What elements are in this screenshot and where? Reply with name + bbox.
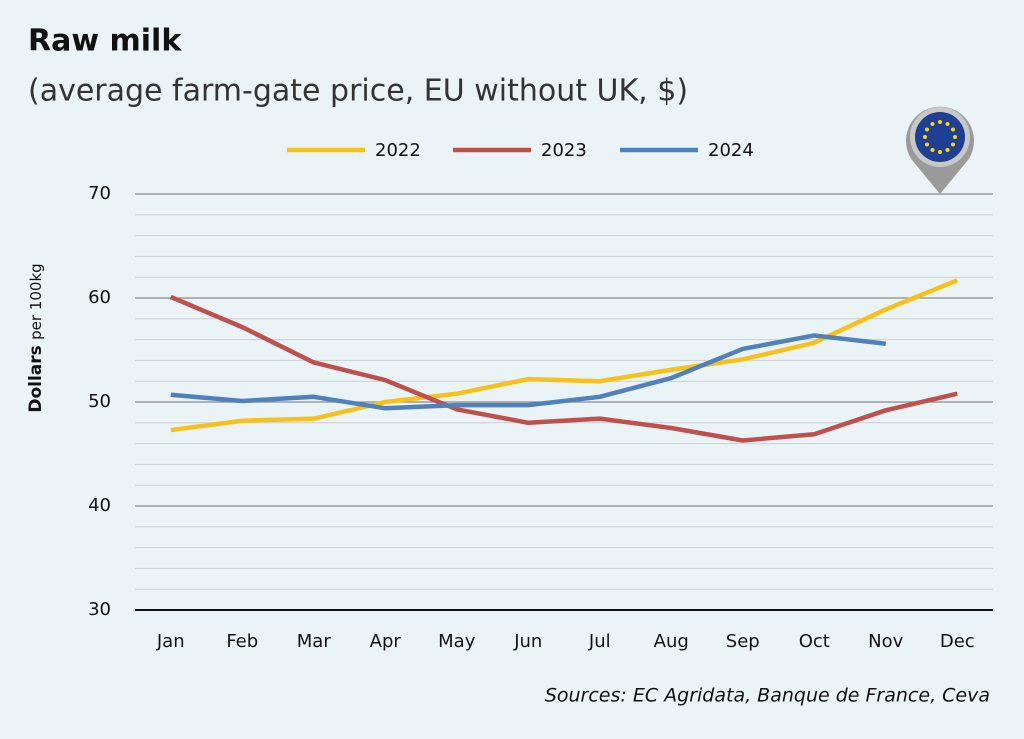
x-tick-label: Jun (513, 631, 542, 652)
legend-label: 2024 (708, 140, 754, 161)
y-tick-label: 70 (88, 183, 111, 204)
x-tick-label: Mar (297, 631, 332, 652)
chart-subtitle: (average farm-gate price, EU without UK,… (28, 74, 688, 109)
chart-title: Raw milk (28, 24, 182, 59)
x-tick-label: May (438, 631, 476, 652)
y-tick-label: 50 (88, 391, 111, 412)
eu-pin-icon (906, 106, 975, 194)
x-tick-label: Sep (726, 631, 760, 652)
y-label-bold: Dollars (26, 345, 46, 412)
legend-label: 2023 (541, 140, 587, 161)
y-tick-label: 60 (88, 287, 111, 308)
x-tick-label: Nov (868, 631, 903, 652)
y-tick-label: 40 (88, 495, 111, 516)
x-tick-label: Apr (370, 631, 402, 652)
legend-label: 2022 (375, 140, 421, 161)
x-tick-label: Dec (940, 631, 975, 652)
series-line (170, 333, 887, 411)
y-tick-label: 30 (88, 599, 111, 620)
y-label-unit: per 100kg (27, 263, 45, 340)
y-axis-label: Dollars per 100kg (26, 263, 46, 412)
x-tick-label: Feb (226, 631, 258, 652)
x-tick-label: Jul (588, 631, 611, 652)
x-tick-label: Aug (654, 631, 689, 652)
series-line (169, 294, 958, 443)
x-tick-label: Jan (156, 631, 185, 652)
source-note: Sources: EC Agridata, Banque de France, … (545, 685, 990, 707)
x-tick-label: Oct (799, 631, 830, 652)
